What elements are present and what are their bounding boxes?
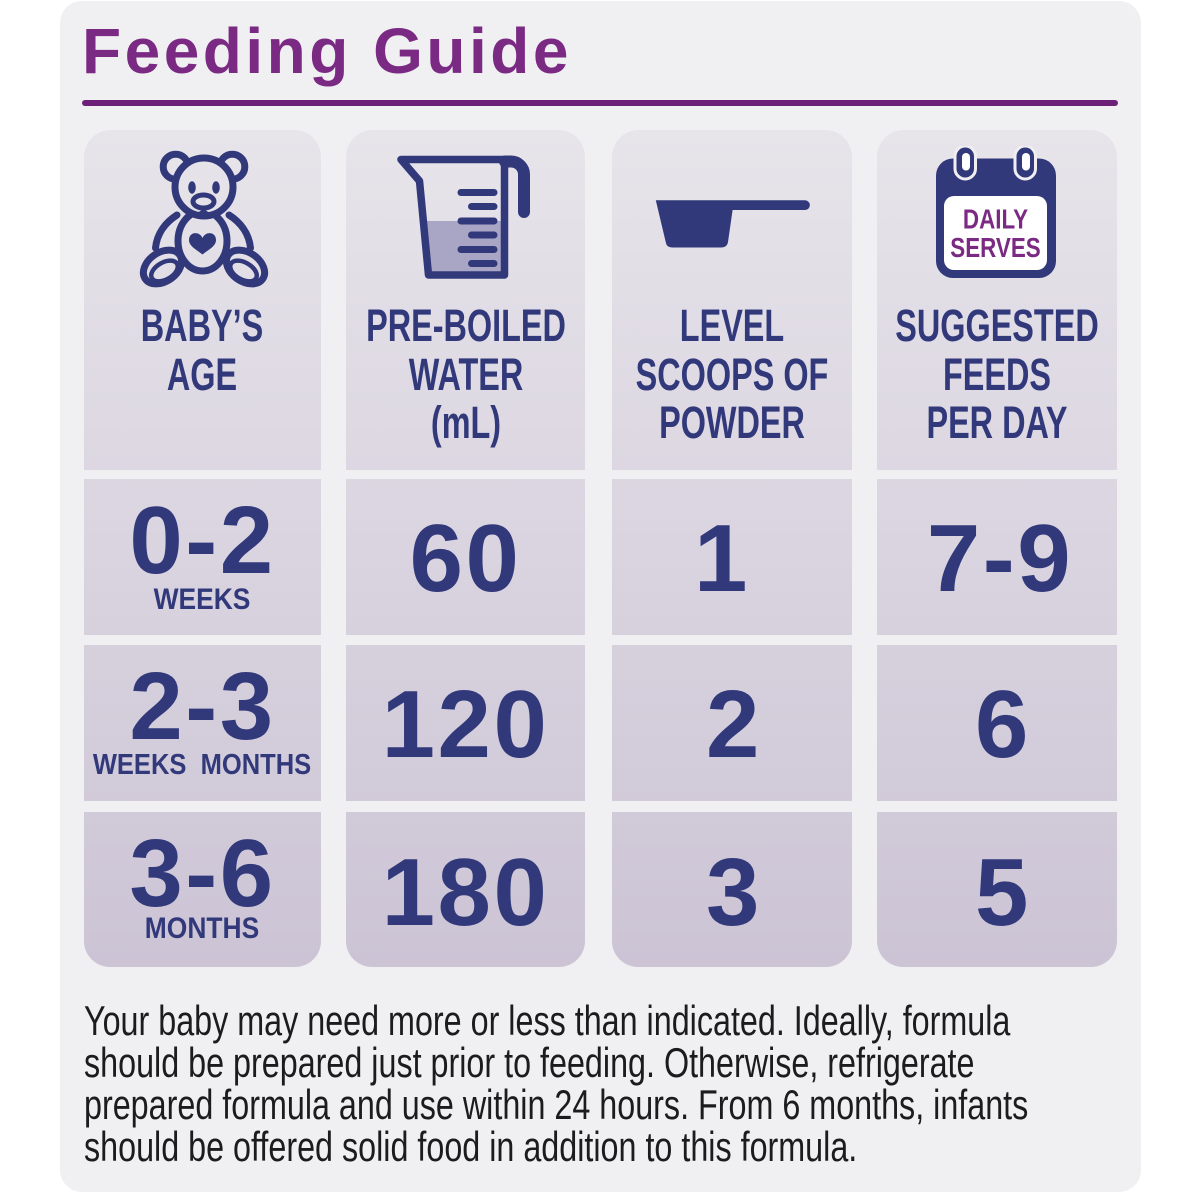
svg-text:SERVES: SERVES — [950, 233, 1040, 264]
svg-text:DAILY: DAILY — [963, 204, 1028, 235]
